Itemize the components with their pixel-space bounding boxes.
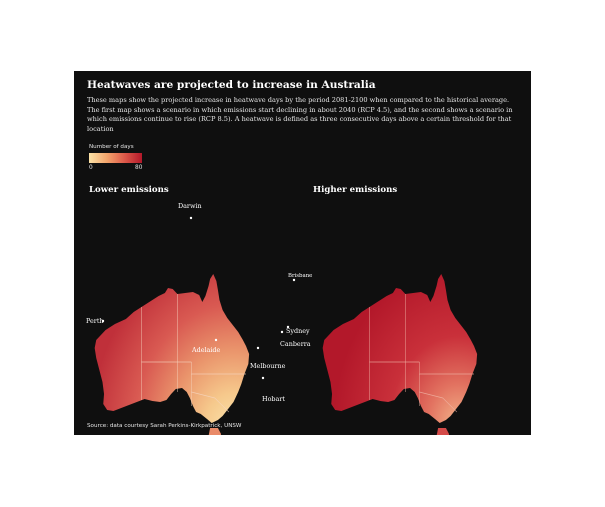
tasmania-higher [436,428,450,435]
map-higher-emissions [322,274,478,435]
chart-panel: Heatwaves are projected to increase in A… [74,71,531,435]
city-label-sydney: Sydney [286,327,310,335]
map-lower-emissions [94,274,250,435]
legend-min-label: 0 [89,165,93,171]
maps-svg: Darwin Brisbane Perth Sydney Canberra Ad… [86,202,478,435]
city-label-adelaide: Adelaide [191,346,220,354]
city-markers [101,216,296,380]
city-label-hobart: Hobart [262,395,285,403]
map-title-higher: Higher emissions [313,185,398,195]
city-label-canberra: Canberra [280,340,311,348]
page-title: Heatwaves are projected to increase in A… [87,79,376,91]
darwin-marker [189,216,193,220]
australia-mainland-lower [94,274,250,423]
city-label-perth: Perth [86,317,104,325]
legend-max-label: 80 [135,165,143,171]
tasmania-lower [208,428,222,435]
city-label-brisbane: Brisbane [288,273,312,279]
perth-marker [101,319,105,323]
city-label-melbourne: Melbourne [250,362,286,370]
hobart-marker [261,376,265,380]
brisbane-marker [292,278,296,282]
map-title-lower: Lower emissions [89,185,169,195]
sydney-marker [286,325,290,329]
city-label-darwin: Darwin [178,202,202,210]
adelaide-marker [214,338,218,342]
melbourne-marker [256,346,260,350]
source-note: Source: data courtesy Sarah Perkins-Kirk… [87,423,242,429]
legend-color-bar [89,153,142,163]
page-subtitle: These maps show the projected increase i… [87,96,513,133]
legend-title: Number of days [89,144,134,150]
canberra-marker [280,330,284,334]
australia-mainland-higher [322,274,478,423]
